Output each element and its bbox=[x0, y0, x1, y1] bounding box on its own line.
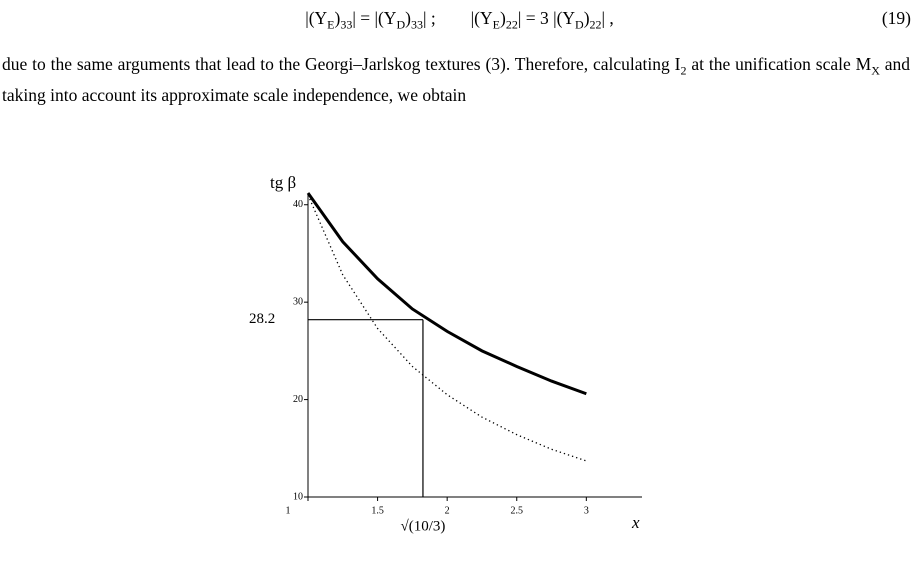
x-tick-label: 1.5 bbox=[371, 505, 384, 516]
y-tick-label: 20 bbox=[293, 394, 303, 405]
text-run: | = 3 |(Y bbox=[517, 8, 576, 28]
subscript: 2 bbox=[680, 63, 687, 78]
text-run: | , bbox=[601, 8, 614, 28]
text-run: ) bbox=[405, 8, 411, 28]
curve bbox=[307, 194, 587, 462]
subscript: D bbox=[396, 17, 406, 32]
text-run: and taking into account its approximate … bbox=[2, 54, 910, 105]
subscript: E bbox=[492, 17, 500, 32]
text-run: |(Y bbox=[305, 8, 328, 28]
equation-number: (19) bbox=[881, 8, 911, 28]
text-run: at the unification scale M bbox=[686, 54, 872, 74]
curve bbox=[306, 192, 587, 396]
text-run: ) bbox=[500, 8, 506, 28]
subscript: 33 bbox=[340, 17, 353, 32]
paragraph: due to the same arguments that lead to t… bbox=[2, 52, 910, 107]
text-run: ) bbox=[583, 8, 590, 28]
subscript: 22 bbox=[589, 17, 602, 32]
guide-x-label: √(10/3) bbox=[401, 518, 446, 534]
x-tick-label: 3 bbox=[584, 505, 589, 516]
text-run: due to the same arguments that lead to t… bbox=[2, 54, 681, 74]
text-run: | ; |(Y bbox=[422, 8, 493, 28]
x-tick-label: 2.5 bbox=[511, 505, 524, 516]
x-tick-label: 1 bbox=[286, 505, 291, 516]
equation: |(YE)33| = |(YD)33| ; |(YE)22| = 3 |(YD)… bbox=[0, 8, 919, 33]
text-run: | = |(Y bbox=[352, 8, 397, 28]
guide-y-label: 28.2 bbox=[249, 311, 275, 327]
subscript: D bbox=[575, 17, 584, 32]
y-tick-label: 10 bbox=[293, 491, 303, 502]
y-tick-label: 30 bbox=[293, 296, 303, 307]
subscript: 33 bbox=[410, 17, 423, 32]
y-axis-label: tg β bbox=[270, 173, 296, 192]
subscript: E bbox=[327, 17, 335, 32]
y-tick-label: 40 bbox=[293, 199, 303, 210]
subscript: X bbox=[871, 63, 880, 78]
subscript: 22 bbox=[505, 17, 518, 32]
x-axis-label: x bbox=[631, 513, 640, 532]
text-run: ) bbox=[334, 8, 341, 28]
x-tick-label: 2 bbox=[445, 505, 450, 516]
